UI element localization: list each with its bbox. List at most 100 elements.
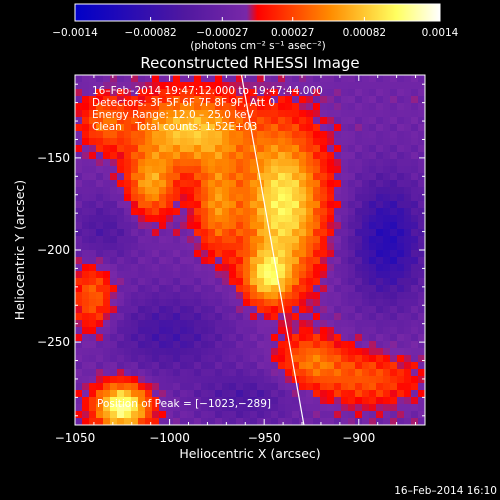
heatmap-cell — [180, 152, 188, 160]
heatmap-cell — [117, 159, 125, 167]
heatmap-cell — [278, 355, 286, 363]
heatmap-cell — [285, 201, 293, 209]
heatmap-cell — [285, 222, 293, 230]
heatmap-cell — [383, 222, 391, 230]
heatmap-cell — [271, 278, 279, 286]
heatmap-cell — [390, 166, 398, 174]
heatmap-cell — [180, 103, 188, 111]
heatmap-cell — [313, 390, 321, 398]
heatmap-cell — [152, 257, 160, 265]
heatmap-cell — [243, 411, 251, 419]
heatmap-cell — [299, 75, 307, 83]
heatmap-cell — [257, 320, 265, 328]
heatmap-cell — [145, 243, 153, 251]
heatmap-cell — [264, 341, 272, 349]
heatmap-cell — [166, 229, 174, 237]
heatmap-cell — [278, 124, 286, 132]
heatmap-cell — [208, 152, 216, 160]
heatmap-cell — [138, 131, 146, 139]
heatmap-cell — [404, 103, 412, 111]
heatmap-cell — [292, 243, 300, 251]
heatmap-cell — [96, 320, 104, 328]
y-tick-label: −250 — [37, 335, 70, 349]
heatmap-cell — [257, 306, 265, 314]
heatmap-cell — [376, 138, 384, 146]
heatmap-cell — [110, 96, 118, 104]
heatmap-cell — [103, 362, 111, 370]
heatmap-cell — [229, 278, 237, 286]
heatmap-cell — [306, 390, 314, 398]
heatmap-cell — [383, 397, 391, 405]
heatmap-cell — [250, 187, 258, 195]
heatmap-cell — [145, 236, 153, 244]
heatmap-cell — [418, 89, 425, 97]
heatmap-cell — [103, 355, 111, 363]
heatmap-cell — [271, 383, 279, 391]
heatmap-cell — [271, 299, 279, 307]
heatmap-cell — [145, 159, 153, 167]
heatmap-cell — [397, 166, 405, 174]
heatmap-cell — [390, 362, 398, 370]
heatmap-cell — [390, 418, 398, 425]
heatmap-cell — [362, 173, 370, 181]
heatmap-cell — [229, 250, 237, 258]
heatmap-cell — [313, 166, 321, 174]
heatmap-cell — [278, 327, 286, 335]
heatmap-cell — [327, 362, 335, 370]
heatmap-cell — [327, 229, 335, 237]
heatmap-cell — [201, 159, 209, 167]
heatmap-cell — [348, 187, 356, 195]
heatmap-cell — [348, 411, 356, 419]
heatmap-cell — [292, 103, 300, 111]
heatmap-cell — [376, 362, 384, 370]
heatmap-cell — [306, 110, 314, 118]
heatmap-cell — [131, 222, 139, 230]
heatmap-cell — [201, 152, 209, 160]
heatmap-cell — [348, 229, 356, 237]
heatmap-cell — [124, 152, 132, 160]
heatmap-cell — [264, 278, 272, 286]
heatmap-cell — [145, 355, 153, 363]
heatmap-cell — [152, 89, 160, 97]
heatmap-cell — [390, 145, 398, 153]
heatmap-cell — [117, 145, 125, 153]
heatmap-cell — [103, 264, 111, 272]
heatmap-cell — [411, 89, 419, 97]
heatmap-cell — [264, 180, 272, 188]
heatmap-cell — [110, 229, 118, 237]
heatmap-cell — [299, 103, 307, 111]
heatmap-cell — [320, 229, 328, 237]
heatmap-cell — [145, 299, 153, 307]
heatmap-cell — [110, 222, 118, 230]
heatmap-cell — [348, 166, 356, 174]
heatmap-cell — [341, 278, 349, 286]
heatmap-cell — [243, 264, 251, 272]
heatmap-cell — [236, 271, 244, 279]
heatmap-cell — [404, 257, 412, 265]
heatmap-cell — [341, 271, 349, 279]
heatmap-cell — [264, 306, 272, 314]
heatmap-cell — [292, 82, 300, 90]
heatmap-cell — [397, 208, 405, 216]
heatmap-cell — [411, 82, 419, 90]
heatmap-cell — [390, 75, 398, 83]
heatmap-cell — [285, 187, 293, 195]
heatmap-cell — [376, 278, 384, 286]
heatmap-cell — [75, 320, 83, 328]
heatmap-cell — [299, 376, 307, 384]
heatmap-cell — [201, 292, 209, 300]
heatmap-cell — [299, 159, 307, 167]
heatmap-cell — [208, 418, 216, 425]
heatmap-cell — [411, 390, 419, 398]
heatmap-cell — [278, 306, 286, 314]
heatmap-cell — [313, 187, 321, 195]
heatmap-cell — [117, 271, 125, 279]
heatmap-cell — [292, 264, 300, 272]
heatmap-cell — [257, 418, 265, 425]
heatmap-cell — [131, 306, 139, 314]
heatmap-cell — [124, 131, 132, 139]
heatmap-cell — [180, 327, 188, 335]
heatmap-cell — [306, 411, 314, 419]
heatmap-cell — [355, 145, 363, 153]
heatmap-cell — [103, 103, 111, 111]
